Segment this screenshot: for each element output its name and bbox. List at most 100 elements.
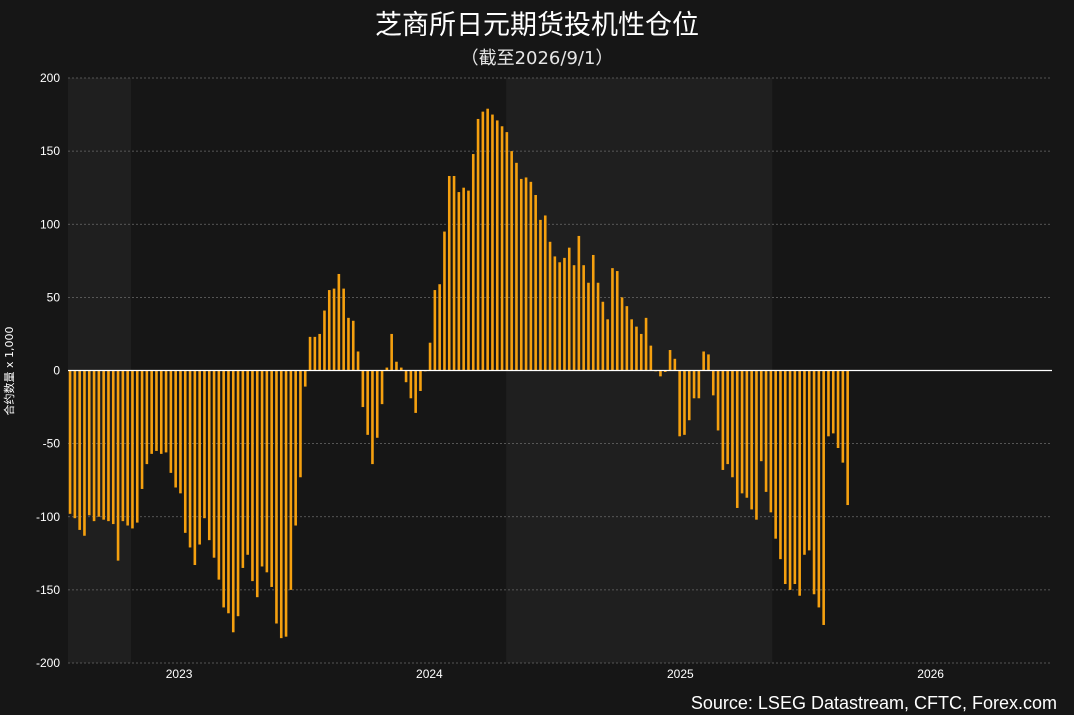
bar [251, 370, 254, 582]
bar [308, 336, 312, 371]
y-tick-label: 100 [40, 217, 60, 231]
y-axis-label: 合约数量 x 1,000 [2, 327, 16, 416]
bar [246, 370, 249, 555]
y-tick-label: 0 [53, 364, 60, 378]
bar [337, 273, 341, 371]
bar [447, 175, 451, 371]
bar [827, 370, 830, 437]
bar [265, 370, 269, 573]
bar [798, 370, 801, 596]
bar [87, 370, 91, 516]
bar [702, 351, 705, 371]
bar [457, 192, 461, 371]
bar [817, 370, 821, 608]
x-tick-label: 2024 [416, 667, 443, 681]
bar [764, 370, 768, 492]
bar [630, 319, 633, 371]
bar [198, 370, 201, 545]
bar [399, 367, 403, 371]
bar [759, 370, 763, 462]
y-tick-label: 150 [40, 144, 60, 158]
bar [155, 370, 158, 451]
bar [615, 271, 619, 371]
bar [673, 358, 677, 371]
bar [601, 301, 605, 371]
bar [222, 370, 225, 608]
bar [318, 333, 321, 371]
bar [279, 370, 283, 639]
bar [481, 111, 485, 371]
y-axis: -200 -150 -100 -50 0 50 100 150 200 [36, 71, 60, 670]
bar [635, 326, 638, 371]
bar [678, 370, 681, 437]
bar [697, 370, 701, 399]
bar [126, 370, 129, 526]
y-tick-label: 50 [47, 290, 61, 304]
bar [755, 370, 758, 520]
bar-series [68, 108, 849, 639]
chart-title: 芝商所日元期货投机性仓位 [375, 10, 699, 41]
y-tick-label: 200 [40, 71, 60, 85]
bar [227, 370, 230, 614]
bar [270, 370, 273, 587]
bar [183, 370, 187, 533]
bar [812, 370, 816, 595]
bar [721, 370, 725, 470]
bar [659, 370, 662, 377]
bar [539, 219, 542, 371]
bar [577, 235, 581, 371]
bar [740, 370, 744, 494]
bar [793, 370, 797, 585]
bar [347, 317, 350, 371]
bar [438, 284, 441, 371]
bar [390, 333, 393, 371]
bar [649, 345, 653, 371]
bar [179, 370, 182, 494]
bar [486, 108, 489, 371]
bar [241, 370, 245, 568]
bar [342, 288, 345, 371]
bar [774, 370, 777, 539]
x-tick-label: 2026 [917, 667, 944, 681]
bar [587, 282, 590, 371]
bar [807, 370, 811, 551]
bar [582, 265, 585, 371]
bar [97, 370, 101, 517]
bar [255, 370, 259, 598]
bar [519, 178, 523, 371]
bar [231, 370, 235, 633]
bar [534, 195, 537, 371]
bar [366, 370, 369, 435]
bar [524, 177, 528, 371]
bar [567, 247, 571, 371]
bar [683, 370, 686, 435]
bar [558, 262, 561, 371]
bar [78, 370, 81, 530]
bar [212, 370, 216, 558]
bar [145, 370, 149, 465]
bar [596, 282, 600, 371]
bar [846, 370, 849, 506]
source-note: Source: LSEG Datastream, CFTC, Forex.com [690, 693, 1057, 713]
bar [351, 320, 355, 371]
bar [131, 370, 134, 529]
bar [68, 370, 72, 514]
x-tick-label: 2023 [166, 667, 193, 681]
bar [668, 350, 672, 371]
chart-subtitle: （截至2026/9/1） [460, 48, 614, 69]
bar [332, 288, 336, 371]
bar [462, 187, 465, 371]
bar [102, 370, 105, 520]
bar [841, 370, 845, 463]
bar [687, 370, 691, 421]
bar [606, 319, 609, 371]
bar [371, 370, 374, 465]
bar [822, 370, 825, 625]
bar [769, 370, 773, 513]
y-tick-label: -50 [43, 437, 61, 451]
bar [284, 370, 288, 637]
bar [395, 361, 398, 371]
bar [260, 370, 264, 567]
bar [711, 370, 715, 396]
bar [467, 190, 470, 371]
